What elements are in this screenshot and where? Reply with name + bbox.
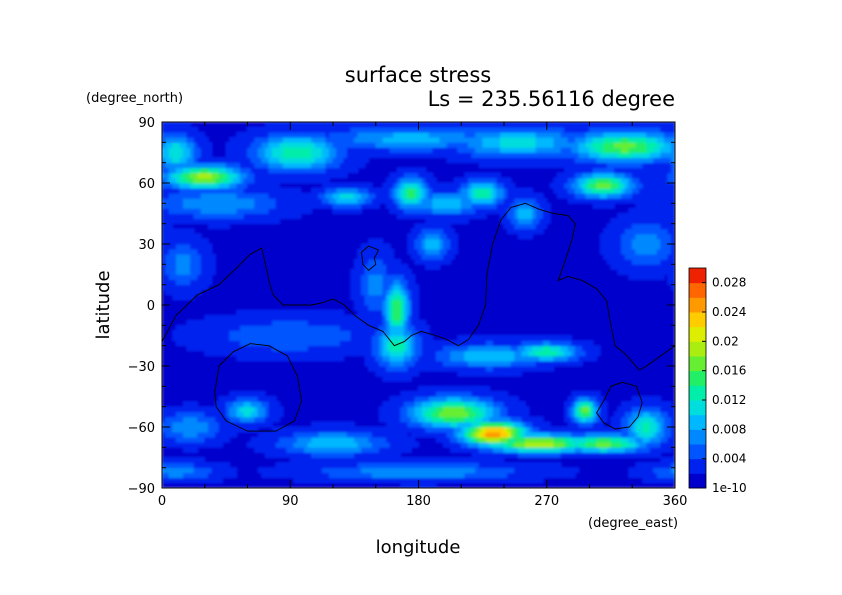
topography-contours [162, 202, 675, 432]
colorbar-swatch [689, 473, 706, 489]
colorbar-swatch [689, 282, 706, 298]
chart-title: surface stress [345, 63, 491, 87]
x-tick-label: 90 [282, 494, 299, 509]
y-tick-label: 90 [138, 116, 155, 131]
stress-field [162, 122, 675, 488]
colorbar-swatch [689, 444, 706, 460]
x-tick-label: 360 [663, 494, 688, 509]
x-tick-label: 270 [534, 494, 559, 509]
colorbar-tick-label: 0.012 [712, 393, 746, 407]
y-axis-units: (degree_north) [86, 91, 183, 106]
colorbar-swatch [689, 326, 706, 342]
x-axis-label: longitude [376, 537, 461, 558]
colorbar-swatch [689, 414, 706, 430]
colorbar-tick-label: 0.016 [712, 364, 746, 378]
colorbar-swatch [689, 312, 706, 328]
colorbar-tick-label: 1e-10 [712, 481, 747, 495]
contour-line-2 [214, 343, 303, 432]
colorbar-swatch [689, 268, 706, 284]
contour-line-3 [361, 245, 379, 272]
colorbar-swatch [689, 385, 706, 401]
colorbar-swatch [689, 400, 706, 416]
colorbar-swatch [689, 429, 706, 445]
colorbar-tick-label: 0.004 [712, 452, 746, 466]
contour-line-1 [162, 202, 675, 371]
colorbar-tick-label: 0.02 [712, 334, 739, 348]
colorbar-frame [688, 267, 707, 489]
chart-subtitle: Ls = 235.56116 degree [428, 87, 675, 111]
y-tick-label: 30 [138, 238, 155, 253]
contour-line-4 [596, 381, 643, 430]
colorbar-swatch [689, 297, 706, 313]
x-axis-units: (degree_east) [588, 516, 678, 531]
y-tick-label: −60 [128, 421, 155, 436]
y-tick-label: −90 [128, 482, 155, 497]
colorbar-swatch [689, 370, 706, 386]
colorbar-swatch [689, 341, 706, 357]
colorbar-tick-label: 0.024 [712, 305, 746, 319]
y-tick-label: 60 [138, 177, 155, 192]
colorbar-swatch [689, 356, 706, 372]
axes: 0 90 180 270 360 90 60 30 0 −30 −60 −90 [128, 116, 688, 509]
colorbar-tick-label: 0.028 [712, 276, 746, 290]
y-tick-label: 0 [147, 299, 155, 314]
y-tick-label: −30 [128, 360, 155, 375]
x-tick-label: 0 [158, 494, 166, 509]
colorbar-swatch [689, 458, 706, 474]
colorbar-tick-label: 0.008 [712, 422, 746, 436]
y-axis-label: latitude [93, 270, 114, 339]
colorbar: 0.028 0.024 0.02 0.016 0.012 0.008 0.004 1e-10 [688, 267, 747, 495]
x-tick-label: 180 [406, 494, 431, 509]
